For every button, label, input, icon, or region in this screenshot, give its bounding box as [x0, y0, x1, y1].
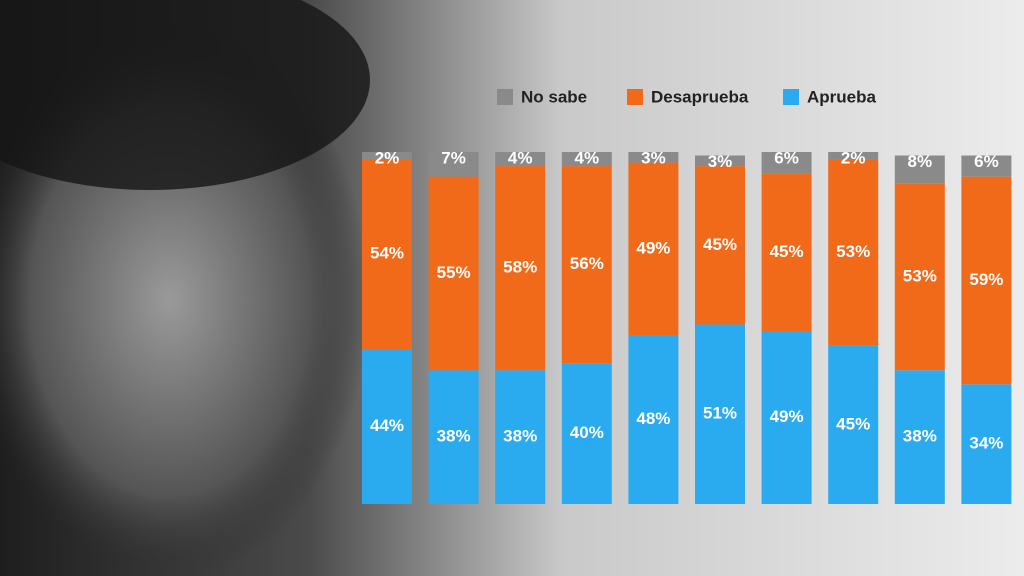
data-label: 49%: [636, 238, 670, 257]
data-label: 6%: [774, 148, 799, 167]
bar-segment: [561, 152, 612, 167]
data-label: 58%: [503, 258, 537, 277]
bar-segment: [695, 166, 745, 325]
data-label: 56%: [570, 254, 604, 273]
data-label: 45%: [836, 414, 870, 433]
bar-segment: [894, 370, 945, 504]
bar-segment: [495, 152, 546, 167]
data-label: 38%: [437, 427, 471, 446]
bar-segment: [362, 159, 412, 350]
data-label: 4%: [508, 148, 533, 167]
legend-swatch: [497, 89, 513, 105]
bar-segment: [561, 166, 612, 364]
data-label: 3%: [708, 152, 733, 171]
data-label: 6%: [974, 152, 999, 171]
portrait-hair: [0, 0, 370, 190]
data-label: 40%: [570, 423, 604, 442]
bar-segment: [761, 152, 812, 174]
bar-segment: [828, 345, 879, 504]
bar-segment: [828, 159, 879, 346]
bar-segment: [961, 155, 1012, 177]
data-label: 38%: [503, 427, 537, 446]
data-label: 44%: [370, 416, 404, 435]
data-label: 2%: [841, 148, 866, 167]
data-label: 34%: [969, 434, 1003, 453]
data-label: 53%: [903, 266, 937, 285]
bar-segment: [362, 349, 412, 504]
bar-segment: [761, 173, 812, 332]
bar-segment: [428, 152, 479, 177]
legend-swatch: [783, 89, 799, 105]
data-label: 8%: [908, 152, 933, 171]
bar-segment: [628, 152, 679, 163]
data-label: 51%: [703, 404, 737, 423]
data-label: 7%: [441, 148, 466, 167]
data-label: 55%: [437, 263, 471, 282]
bar-segment: [561, 363, 612, 504]
bar-segment: [628, 335, 679, 504]
data-label: 38%: [903, 427, 937, 446]
data-label: 45%: [770, 242, 804, 261]
legend-label: Desaprueba: [651, 87, 749, 106]
bar-segment: [495, 166, 546, 371]
data-label: 53%: [836, 242, 870, 261]
bar-segment: [695, 155, 745, 167]
data-label: 3%: [641, 148, 666, 167]
bar-segment: [761, 331, 812, 504]
bar-segment: [961, 176, 1012, 385]
bar-segment: [894, 155, 945, 184]
bar-segment: [695, 324, 745, 504]
data-label: 48%: [636, 409, 670, 428]
legend-label: No sabe: [521, 87, 587, 106]
data-label: 2%: [375, 148, 400, 167]
bar-segment: [828, 152, 879, 160]
legend-label: Aprueba: [807, 87, 877, 106]
bar-segment: [628, 162, 679, 336]
bar-segment: [961, 384, 1012, 504]
data-label: 4%: [575, 148, 600, 167]
bar-segment: [362, 152, 412, 160]
legend: No sabe Desaprueba Aprueba: [497, 87, 877, 106]
data-label: 54%: [370, 244, 404, 263]
data-label: 49%: [770, 407, 804, 426]
data-label: 45%: [703, 235, 737, 254]
data-label: 59%: [969, 270, 1003, 289]
bar-segment: [428, 370, 479, 504]
bar-segment: [495, 370, 546, 504]
plot-area: 44% 54% 2% 38% 55% 7% 38% 58% 4% 40% 56% 4% 48% 49% 3%…: [362, 148, 1012, 504]
bar-segment: [894, 183, 945, 371]
bar-segment: [428, 176, 479, 371]
legend-swatch: [627, 89, 643, 105]
